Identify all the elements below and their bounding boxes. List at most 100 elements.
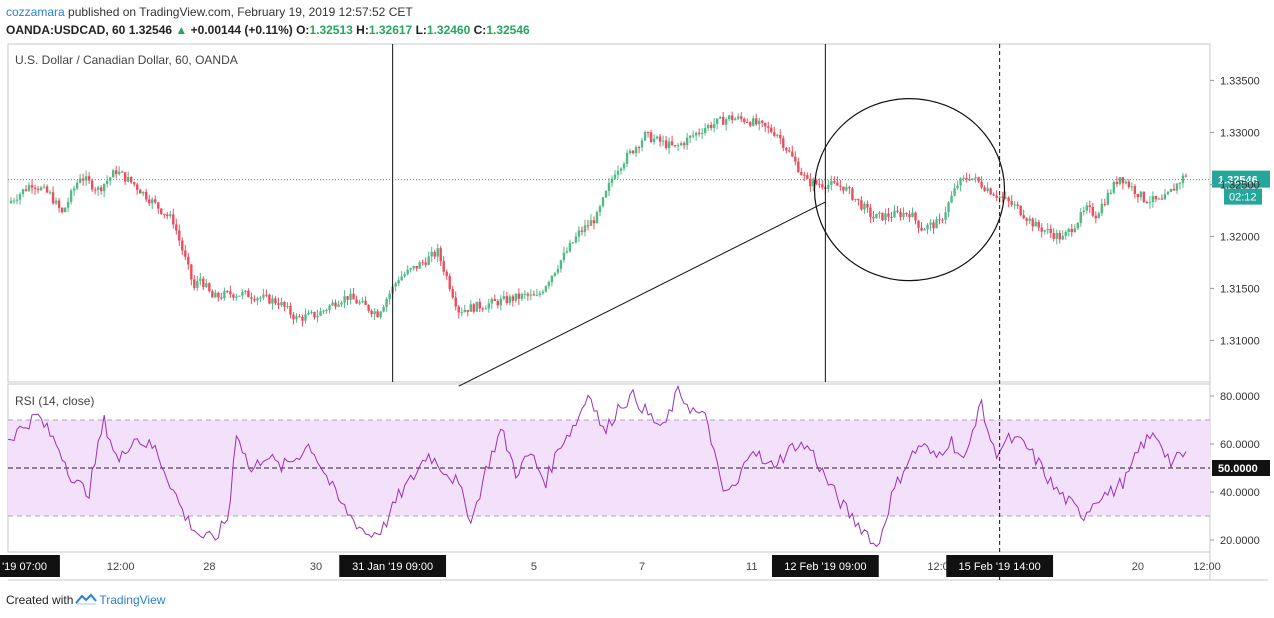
close-value: 1.32546 [486,23,530,37]
candle-up [490,299,494,304]
candle-down [202,278,205,288]
candle-down [731,115,734,121]
candle-up [959,178,962,186]
candle-down [1019,205,1022,216]
candle-down [346,296,349,300]
candle-up [373,311,376,315]
time-label: 11 [746,561,757,573]
candle-down [809,178,812,187]
candle-down [211,291,214,298]
candle-down [250,297,253,299]
candle-up [379,311,382,318]
candle-up [27,185,31,191]
candle-down [887,213,890,217]
candle-up [953,188,956,196]
candle-up [724,119,728,125]
candle-down [334,302,337,307]
candle-down [253,298,256,301]
candle-up [304,314,307,321]
time-label: 12:0 [927,561,948,573]
candle-down [836,182,839,186]
candle-up [893,210,896,218]
candle-down [367,305,370,311]
time-label: 12:00 [1193,561,1221,573]
candle-up [385,299,388,307]
candle-down [457,306,460,313]
candle-down [580,230,584,232]
candle-up [610,178,614,183]
candle-down [872,216,875,219]
candle-down [157,202,160,209]
candle-up [541,291,545,294]
candle-up [547,282,551,287]
candle-down [743,118,746,123]
candle-down [193,279,196,288]
footer: Created with TradingView [6,593,165,608]
candle-up [562,252,566,261]
candle-down [1091,207,1095,216]
candle-up [262,294,265,298]
candle-down [1172,188,1176,191]
candle-up [1100,203,1104,214]
candle-down [274,298,277,304]
candle-down [992,194,995,196]
candle-down [247,290,250,298]
open-label: O: [296,23,310,37]
candle-down [298,316,301,318]
candle-down [749,122,752,126]
candle-up [102,183,106,192]
price-tick-label: 1.33000 [1220,127,1260,139]
candle-up [66,201,70,208]
countdown-tag [1224,188,1262,205]
author-link[interactable]: cozzamara [6,5,65,19]
candle-down [1145,201,1149,203]
candle-up [962,177,965,179]
candle-down [779,134,782,139]
candle-up [1064,232,1067,236]
candle-up [469,304,472,312]
candle-down [424,262,427,265]
candle-down [1127,181,1131,188]
candle-down [764,122,767,127]
candle-up [235,296,238,298]
candle-up [271,298,274,304]
time-label: 30 [310,561,322,573]
candle-down [277,303,280,306]
candle-up [325,309,328,311]
candle-down [983,187,986,191]
rsi-tick-label: 40.0000 [1220,487,1260,499]
candle-up [583,225,587,232]
time-label: 12:00 [107,561,135,573]
tradingview-link[interactable]: TradingView [99,593,166,607]
candle-down [980,181,983,188]
candle-up [1124,181,1128,184]
candle-down [57,200,61,208]
candle-up [935,219,938,229]
rsi-tick-label: 80.0000 [1220,391,1260,403]
candle-up [640,140,644,148]
time-label-highlight [0,555,60,577]
candle-down [511,296,515,301]
labels: 10 Jan '19 07:00 12:00 28 30 31 Jan '19 09:0… [0,555,1221,577]
candle-up [111,170,115,178]
candle-up [613,174,617,179]
candle-up [643,132,647,141]
created-with-text: Created with [6,593,74,607]
candle-down [232,294,235,298]
candle-down [154,199,157,203]
candle-down [1133,186,1137,195]
candle-down [721,116,725,125]
candle-up [553,272,557,276]
candle-up [241,292,244,296]
candle-up [986,188,989,191]
tradingview-logo-icon[interactable] [75,593,98,608]
time-label: 28 [203,561,215,573]
candle-up [1004,197,1007,199]
candle-up [508,296,512,303]
candle-up [328,305,331,310]
high-label: H: [356,23,369,37]
candle-up [1073,228,1076,233]
price-tick-label: 1.33500 [1220,75,1260,87]
candle-down [265,294,268,296]
